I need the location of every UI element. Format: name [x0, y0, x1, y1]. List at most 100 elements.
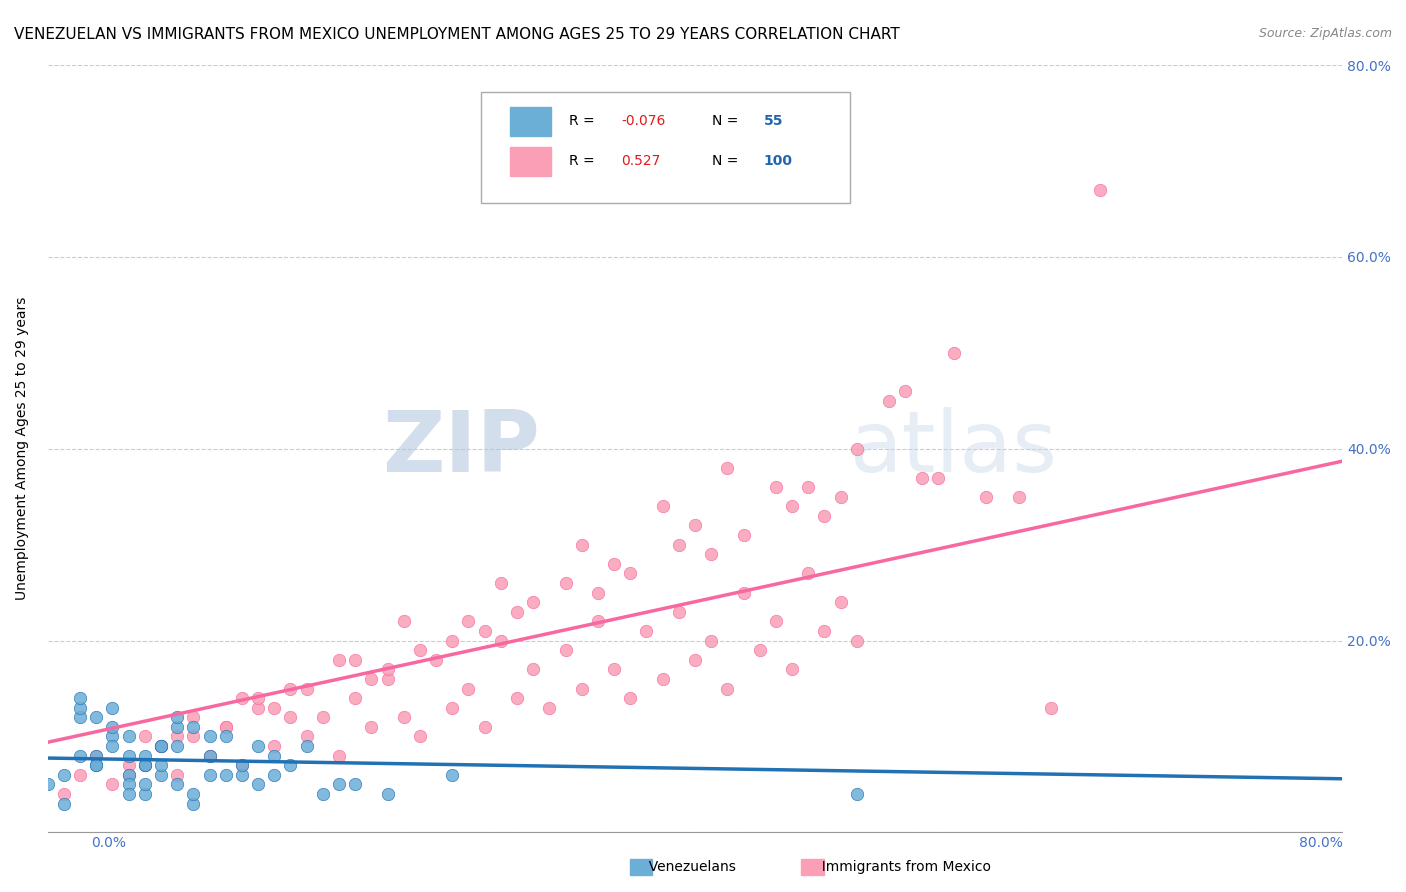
Point	[198, 748, 221, 763]
Point	[571, 681, 593, 696]
Point	[877, 393, 900, 408]
Text: R =: R =	[569, 114, 599, 128]
Point	[134, 787, 156, 801]
Point	[506, 691, 529, 706]
Point	[910, 470, 932, 484]
Y-axis label: Unemployment Among Ages 25 to 29 years: Unemployment Among Ages 25 to 29 years	[15, 297, 30, 600]
Point	[101, 700, 124, 714]
Bar	[510, 147, 551, 177]
Bar	[630, 859, 652, 875]
Point	[280, 710, 302, 724]
Point	[586, 615, 609, 629]
Text: VENEZUELAN VS IMMIGRANTS FROM MEXICO UNEMPLOYMENT AMONG AGES 25 TO 29 YEARS CORR: VENEZUELAN VS IMMIGRANTS FROM MEXICO UNE…	[14, 27, 900, 42]
Point	[344, 653, 367, 667]
Point	[215, 730, 238, 744]
Point	[295, 730, 318, 744]
Point	[441, 633, 464, 648]
Point	[700, 547, 723, 561]
Point	[845, 787, 868, 801]
Point	[651, 500, 673, 514]
Point	[344, 691, 367, 706]
Point	[733, 585, 755, 599]
Point	[377, 672, 399, 686]
Text: N =: N =	[711, 154, 742, 168]
Point	[554, 576, 576, 591]
Point	[927, 470, 949, 484]
Bar	[801, 859, 824, 875]
Point	[84, 758, 107, 772]
Point	[280, 681, 302, 696]
Point	[69, 768, 91, 782]
Point	[797, 480, 820, 494]
Point	[247, 739, 270, 753]
Point	[830, 595, 852, 609]
Point	[37, 777, 59, 791]
Point	[538, 700, 561, 714]
Point	[409, 643, 432, 657]
Point	[166, 768, 188, 782]
Text: ZIP: ZIP	[382, 408, 540, 491]
Point	[506, 605, 529, 619]
Point	[716, 461, 738, 475]
Point	[797, 566, 820, 581]
Point	[765, 480, 787, 494]
Point	[603, 557, 626, 571]
Point	[134, 777, 156, 791]
Point	[522, 662, 544, 676]
Point	[198, 768, 221, 782]
Point	[134, 758, 156, 772]
Point	[134, 748, 156, 763]
Point	[263, 739, 285, 753]
Point	[101, 739, 124, 753]
Point	[344, 777, 367, 791]
Point	[198, 730, 221, 744]
Point	[84, 748, 107, 763]
Point	[150, 739, 173, 753]
Point	[84, 748, 107, 763]
Point	[247, 700, 270, 714]
FancyBboxPatch shape	[481, 92, 851, 203]
Point	[942, 346, 965, 360]
Point	[1088, 183, 1111, 197]
Point	[683, 653, 706, 667]
Bar	[510, 107, 551, 136]
Point	[845, 442, 868, 456]
Point	[328, 653, 350, 667]
Point	[1007, 490, 1029, 504]
Text: 0.527: 0.527	[621, 154, 661, 168]
Point	[328, 777, 350, 791]
Point	[845, 633, 868, 648]
Point	[231, 768, 253, 782]
Text: Venezuelans: Venezuelans	[640, 860, 735, 874]
Point	[295, 681, 318, 696]
Text: 100: 100	[763, 154, 793, 168]
Point	[166, 720, 188, 734]
Point	[198, 748, 221, 763]
Point	[377, 662, 399, 676]
Point	[668, 605, 690, 619]
Text: N =: N =	[711, 114, 742, 128]
Point	[586, 585, 609, 599]
Point	[360, 720, 382, 734]
Point	[134, 730, 156, 744]
Point	[101, 720, 124, 734]
Point	[457, 615, 479, 629]
Point	[118, 768, 141, 782]
Point	[636, 624, 658, 638]
Point	[215, 720, 238, 734]
Point	[489, 576, 512, 591]
Point	[231, 758, 253, 772]
Point	[52, 787, 75, 801]
Point	[425, 653, 447, 667]
Point	[813, 624, 835, 638]
Point	[830, 490, 852, 504]
Point	[780, 662, 803, 676]
Point	[619, 691, 641, 706]
Point	[619, 566, 641, 581]
Point	[441, 768, 464, 782]
Point	[84, 758, 107, 772]
Point	[118, 730, 141, 744]
Point	[150, 739, 173, 753]
Point	[603, 662, 626, 676]
Point	[183, 710, 205, 724]
